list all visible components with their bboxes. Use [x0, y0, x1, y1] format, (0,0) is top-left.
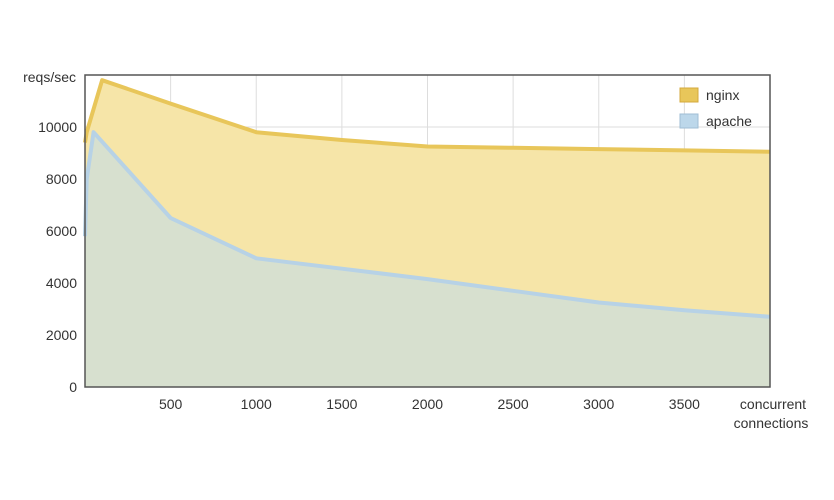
x-tick-label: 1000 — [241, 396, 272, 412]
plot-border — [84, 74, 771, 388]
y-tick-label: 6000 — [46, 223, 77, 239]
y-tick-label: 0 — [69, 379, 77, 395]
y-axis-title: reqs/sec — [23, 69, 76, 85]
legend-swatch-nginx — [679, 87, 699, 103]
y-tick-label: 4000 — [46, 275, 77, 291]
y-tick-label: 10000 — [38, 119, 77, 135]
x-tick-label: 3500 — [669, 396, 700, 412]
x-tick-label: 3000 — [583, 396, 614, 412]
y-axis-ticks: 0 2000 4000 6000 8000 10000 — [38, 119, 77, 395]
x-tick-label: 2000 — [412, 396, 443, 412]
legend-swatch-apache — [679, 113, 699, 129]
legend: nginx apache — [679, 87, 752, 129]
legend-label-nginx: nginx — [706, 87, 739, 103]
x-axis-title-line1: concurrent — [740, 396, 806, 412]
area-apache — [85, 132, 770, 387]
x-tick-label: 500 — [159, 396, 183, 412]
x-axis-title-line2: connections — [734, 415, 809, 431]
y-tick-label: 2000 — [46, 327, 77, 343]
series-areas — [83, 78, 771, 387]
legend-label-apache: apache — [706, 113, 752, 129]
x-axis-ticks: 500 1000 1500 2000 2500 3000 3500 — [159, 396, 700, 412]
x-tick-label: 1500 — [326, 396, 357, 412]
y-tick-label: 8000 — [46, 171, 77, 187]
x-tick-label: 2500 — [498, 396, 529, 412]
